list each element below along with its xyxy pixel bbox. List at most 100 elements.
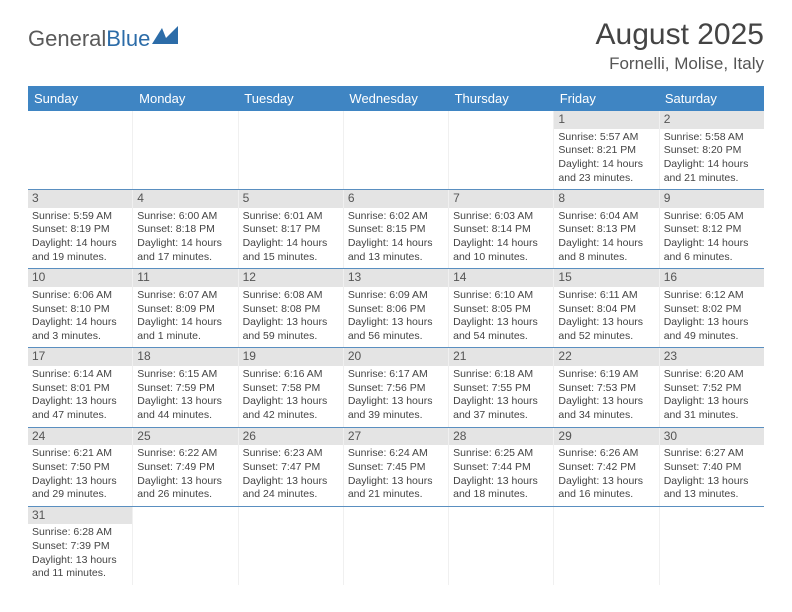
sunset: Sunset: 7:58 PM [243, 382, 339, 396]
day-cell [239, 111, 344, 189]
header-wed: Wednesday [343, 86, 448, 111]
day-cell: 21Sunrise: 6:18 AMSunset: 7:55 PMDayligh… [449, 348, 554, 426]
day-info: Sunrise: 6:19 AMSunset: 7:53 PMDaylight:… [558, 368, 654, 423]
day-info: Sunrise: 6:01 AMSunset: 8:17 PMDaylight:… [243, 210, 339, 265]
day-cell [133, 111, 238, 189]
day-cell: 3 Sunrise: 5:59 AMSunset: 8:19 PMDaylight… [28, 190, 133, 268]
header-sat: Saturday [659, 86, 764, 111]
daylight: Daylight: 13 hours and 34 minutes. [558, 395, 654, 422]
day-info: Sunrise: 6:08 AMSunset: 8:08 PMDaylight:… [243, 289, 339, 344]
day-info: Sunrise: 6:16 AMSunset: 7:58 PMDaylight:… [243, 368, 339, 423]
header: GeneralBlue August 2025 Fornelli, Molise… [28, 18, 764, 74]
day-cell [554, 507, 659, 585]
day-number: 3 [28, 190, 132, 208]
sunset: Sunset: 7:45 PM [348, 461, 444, 475]
day-cell: 7Sunrise: 6:03 AMSunset: 8:14 PMDaylight… [449, 190, 554, 268]
week-row: 31Sunrise: 6:28 AMSunset: 7:39 PMDayligh… [28, 507, 764, 585]
logo-text-1: General [28, 26, 106, 52]
sunset: Sunset: 7:49 PM [137, 461, 233, 475]
daylight: Daylight: 14 hours and 23 minutes. [558, 158, 654, 185]
daylight: Daylight: 14 hours and 13 minutes. [348, 237, 444, 264]
logo-text-2: Blue [106, 26, 150, 52]
daylight: Daylight: 14 hours and 3 minutes. [32, 316, 128, 343]
day-cell: 17 Sunrise: 6:14 AMSunset: 8:01 PMDayligh… [28, 348, 133, 426]
sunset: Sunset: 7:40 PM [664, 461, 760, 475]
sunset: Sunset: 7:56 PM [348, 382, 444, 396]
day-cell [344, 507, 449, 585]
day-cell: 5Sunrise: 6:01 AMSunset: 8:17 PMDaylight… [239, 190, 344, 268]
day-cell: 14Sunrise: 6:10 AMSunset: 8:05 PMDayligh… [449, 269, 554, 347]
day-info: Sunrise: 6:09 AMSunset: 8:06 PMDaylight:… [348, 289, 444, 344]
day-cell: 6Sunrise: 6:02 AMSunset: 8:15 PMDaylight… [344, 190, 449, 268]
day-cell [449, 507, 554, 585]
day-cell [133, 507, 238, 585]
sunset: Sunset: 8:13 PM [558, 223, 654, 237]
header-thu: Thursday [449, 86, 554, 111]
day-info: Sunrise: 6:25 AMSunset: 7:44 PMDaylight:… [453, 447, 549, 502]
sunset: Sunset: 7:50 PM [32, 461, 128, 475]
day-cell: 28Sunrise: 6:25 AMSunset: 7:44 PMDayligh… [449, 428, 554, 506]
sunrise: Sunrise: 6:09 AM [348, 289, 444, 303]
sunrise: Sunrise: 6:02 AM [348, 210, 444, 224]
header-tue: Tuesday [238, 86, 343, 111]
daylight: Daylight: 13 hours and 31 minutes. [664, 395, 760, 422]
day-cell: 23Sunrise: 6:20 AMSunset: 7:52 PMDayligh… [660, 348, 764, 426]
day-number: 25 [133, 428, 237, 446]
day-number: 23 [660, 348, 764, 366]
sunset: Sunset: 8:15 PM [348, 223, 444, 237]
day-number: 28 [449, 428, 553, 446]
daylight: Daylight: 13 hours and 29 minutes. [32, 475, 128, 502]
day-number: 18 [133, 348, 237, 366]
week-row: 17 Sunrise: 6:14 AMSunset: 8:01 PMDayligh… [28, 348, 764, 427]
title-block: August 2025 Fornelli, Molise, Italy [596, 18, 764, 74]
day-number: 30 [660, 428, 764, 446]
day-info: Sunrise: 6:02 AMSunset: 8:15 PMDaylight:… [348, 210, 444, 265]
day-info: Sunrise: 6:15 AMSunset: 7:59 PMDaylight:… [137, 368, 233, 423]
sunrise: Sunrise: 6:11 AM [558, 289, 654, 303]
daylight: Daylight: 13 hours and 24 minutes. [243, 475, 339, 502]
day-cell [28, 111, 133, 189]
day-cell [344, 111, 449, 189]
daylight: Daylight: 13 hours and 16 minutes. [558, 475, 654, 502]
day-info: Sunrise: 6:28 AMSunset: 7:39 PMDaylight:… [32, 526, 128, 581]
day-info: Sunrise: 6:07 AMSunset: 8:09 PMDaylight:… [137, 289, 233, 344]
sunset: Sunset: 7:53 PM [558, 382, 654, 396]
day-info: Sunrise: 5:59 AMSunset: 8:19 PMDaylight:… [32, 210, 128, 265]
daylight: Daylight: 13 hours and 59 minutes. [243, 316, 339, 343]
sunrise: Sunrise: 6:23 AM [243, 447, 339, 461]
daylight: Daylight: 14 hours and 10 minutes. [453, 237, 549, 264]
header-sun: Sunday [28, 86, 133, 111]
sunrise: Sunrise: 6:06 AM [32, 289, 128, 303]
sunrise: Sunrise: 6:28 AM [32, 526, 128, 540]
day-number: 31 [28, 507, 132, 525]
sunrise: Sunrise: 6:15 AM [137, 368, 233, 382]
daylight: Daylight: 14 hours and 17 minutes. [137, 237, 233, 264]
daylight: Daylight: 13 hours and 47 minutes. [32, 395, 128, 422]
day-number: 8 [554, 190, 658, 208]
day-cell: 16Sunrise: 6:12 AMSunset: 8:02 PMDayligh… [660, 269, 764, 347]
sunrise: Sunrise: 6:16 AM [243, 368, 339, 382]
sunset: Sunset: 8:17 PM [243, 223, 339, 237]
day-info: Sunrise: 6:04 AMSunset: 8:13 PMDaylight:… [558, 210, 654, 265]
sunset: Sunset: 7:59 PM [137, 382, 233, 396]
location: Fornelli, Molise, Italy [596, 54, 764, 74]
day-info: Sunrise: 6:14 AMSunset: 8:01 PMDaylight:… [32, 368, 128, 423]
sunset: Sunset: 8:06 PM [348, 303, 444, 317]
sunset: Sunset: 7:55 PM [453, 382, 549, 396]
day-cell: 10Sunrise: 6:06 AMSunset: 8:10 PMDayligh… [28, 269, 133, 347]
daylight: Daylight: 13 hours and 49 minutes. [664, 316, 760, 343]
daylight: Daylight: 13 hours and 56 minutes. [348, 316, 444, 343]
day-cell [449, 111, 554, 189]
day-info: Sunrise: 6:23 AMSunset: 7:47 PMDaylight:… [243, 447, 339, 502]
day-cell: 13Sunrise: 6:09 AMSunset: 8:06 PMDayligh… [344, 269, 449, 347]
week-row: 10Sunrise: 6:06 AMSunset: 8:10 PMDayligh… [28, 269, 764, 348]
day-info: Sunrise: 6:05 AMSunset: 8:12 PMDaylight:… [664, 210, 760, 265]
month-title: August 2025 [596, 18, 764, 52]
daylight: Daylight: 14 hours and 19 minutes. [32, 237, 128, 264]
calendar: Sunday Monday Tuesday Wednesday Thursday… [28, 86, 764, 585]
day-cell: 31Sunrise: 6:28 AMSunset: 7:39 PMDayligh… [28, 507, 133, 585]
daylight: Daylight: 13 hours and 21 minutes. [348, 475, 444, 502]
day-headers: Sunday Monday Tuesday Wednesday Thursday… [28, 86, 764, 111]
day-number: 17 [28, 348, 132, 366]
day-cell: 29Sunrise: 6:26 AMSunset: 7:42 PMDayligh… [554, 428, 659, 506]
